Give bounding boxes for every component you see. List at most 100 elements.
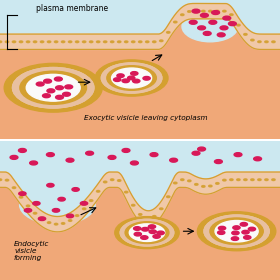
Circle shape — [26, 205, 30, 207]
Circle shape — [265, 179, 268, 181]
Circle shape — [209, 10, 212, 12]
Circle shape — [139, 214, 142, 215]
Circle shape — [272, 179, 275, 181]
Circle shape — [66, 214, 74, 218]
Circle shape — [101, 63, 162, 93]
Circle shape — [80, 202, 88, 205]
Circle shape — [230, 179, 233, 181]
Circle shape — [197, 212, 276, 251]
Circle shape — [244, 34, 247, 35]
Circle shape — [56, 95, 64, 99]
Ellipse shape — [20, 185, 95, 224]
Circle shape — [153, 41, 156, 43]
Circle shape — [61, 41, 65, 43]
Circle shape — [209, 185, 212, 187]
Circle shape — [62, 92, 70, 96]
Circle shape — [216, 10, 219, 12]
Circle shape — [97, 41, 100, 43]
Circle shape — [188, 180, 191, 182]
Circle shape — [128, 76, 135, 80]
Text: Endocytic
visicle
forming: Endocytic visicle forming — [14, 241, 49, 261]
Circle shape — [83, 41, 86, 43]
Circle shape — [244, 235, 251, 239]
Circle shape — [101, 63, 162, 93]
Circle shape — [122, 79, 129, 83]
Circle shape — [265, 41, 268, 43]
Circle shape — [61, 223, 65, 224]
Circle shape — [120, 219, 174, 246]
Circle shape — [223, 179, 226, 181]
Circle shape — [258, 179, 261, 181]
Circle shape — [134, 227, 141, 230]
Circle shape — [139, 41, 142, 43]
Circle shape — [189, 20, 197, 24]
Circle shape — [146, 41, 149, 43]
Circle shape — [40, 218, 44, 220]
Circle shape — [12, 41, 16, 43]
Circle shape — [72, 188, 79, 191]
Circle shape — [143, 76, 150, 80]
Circle shape — [47, 41, 51, 43]
Circle shape — [111, 41, 114, 43]
Circle shape — [234, 153, 242, 157]
Circle shape — [210, 218, 263, 244]
Circle shape — [104, 181, 107, 183]
Circle shape — [188, 11, 191, 12]
Circle shape — [204, 215, 269, 248]
Circle shape — [90, 200, 93, 201]
Circle shape — [146, 218, 149, 219]
Circle shape — [33, 213, 37, 214]
Circle shape — [118, 41, 121, 43]
Circle shape — [228, 22, 236, 26]
Circle shape — [65, 85, 73, 89]
Circle shape — [200, 13, 208, 17]
Circle shape — [181, 179, 184, 181]
Circle shape — [20, 71, 87, 104]
Circle shape — [4, 63, 102, 112]
Circle shape — [230, 14, 233, 15]
Circle shape — [115, 217, 179, 249]
Circle shape — [150, 153, 158, 157]
Circle shape — [52, 209, 60, 212]
Circle shape — [120, 219, 174, 246]
Circle shape — [83, 208, 86, 210]
Circle shape — [157, 231, 164, 235]
Circle shape — [107, 66, 156, 90]
Circle shape — [240, 223, 248, 226]
Circle shape — [204, 215, 269, 248]
Circle shape — [26, 41, 30, 43]
Circle shape — [44, 79, 52, 83]
Circle shape — [19, 192, 26, 195]
Circle shape — [251, 39, 254, 41]
Circle shape — [272, 41, 275, 43]
Circle shape — [117, 74, 124, 78]
Circle shape — [198, 26, 206, 30]
Circle shape — [33, 41, 37, 43]
Circle shape — [153, 235, 160, 238]
Circle shape — [36, 82, 44, 86]
Circle shape — [104, 41, 107, 43]
Circle shape — [33, 202, 40, 205]
Circle shape — [114, 78, 121, 81]
Circle shape — [47, 183, 54, 187]
Circle shape — [111, 179, 114, 181]
Circle shape — [18, 148, 26, 152]
Text: Exocytic visicle leaving cytoplasm: Exocytic visicle leaving cytoplasm — [84, 115, 207, 122]
Circle shape — [216, 183, 219, 184]
Circle shape — [130, 161, 138, 165]
Circle shape — [43, 94, 50, 98]
Circle shape — [167, 32, 170, 33]
Circle shape — [12, 187, 16, 188]
Circle shape — [75, 41, 79, 43]
Circle shape — [195, 184, 198, 185]
Circle shape — [202, 10, 205, 12]
Circle shape — [215, 221, 258, 242]
Circle shape — [258, 41, 261, 43]
Circle shape — [54, 41, 58, 43]
Circle shape — [192, 9, 200, 13]
Circle shape — [30, 161, 38, 165]
Circle shape — [125, 41, 128, 43]
Circle shape — [46, 153, 54, 157]
Circle shape — [97, 190, 100, 192]
Circle shape — [90, 41, 93, 43]
